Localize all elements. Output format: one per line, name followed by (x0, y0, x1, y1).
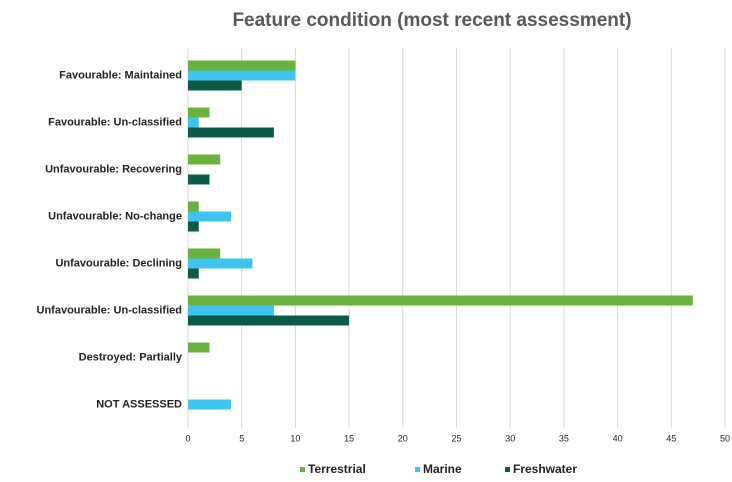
legend-label: Terrestrial (308, 462, 366, 476)
bar (188, 315, 350, 326)
legend-label: Marine (423, 462, 462, 476)
bar (188, 295, 693, 306)
x-tick-label: 10 (290, 433, 300, 443)
chart-title: Feature condition (most recent assessmen… (232, 10, 631, 31)
legend-label: Freshwater (513, 462, 577, 476)
bar (188, 117, 199, 128)
x-tick-label: 25 (451, 433, 461, 443)
bar (188, 154, 221, 165)
bar (188, 342, 210, 353)
bar (188, 174, 210, 185)
y-tick-label: Favourable: Un-classified (48, 116, 182, 128)
bar (188, 70, 296, 81)
bar (188, 258, 253, 269)
bar (188, 60, 296, 71)
bar (188, 201, 199, 212)
x-tick-label: 40 (613, 433, 623, 443)
x-tick-label: 15 (344, 433, 354, 443)
y-tick-label: Unfavourable: Recovering (45, 163, 182, 175)
x-tick-label: 30 (505, 433, 515, 443)
bar (188, 305, 274, 316)
x-tick-label: 35 (559, 433, 569, 443)
bar (188, 107, 210, 118)
bar (188, 80, 242, 91)
y-tick-label: Destroyed: Partially (79, 351, 183, 363)
x-tick-label: 45 (666, 433, 676, 443)
bar (188, 211, 231, 222)
bar (188, 268, 199, 279)
y-tick-label: NOT ASSESSED (96, 398, 182, 410)
y-tick-label: Unfavourable: Un-classified (37, 304, 182, 316)
legend-swatch (300, 467, 305, 472)
bar (188, 248, 221, 259)
legend-swatch (415, 467, 420, 472)
x-tick-label: 20 (398, 433, 408, 443)
bar (188, 221, 199, 232)
y-tick-label: Unfavourable: Declining (55, 257, 182, 269)
x-tick-label: 0 (185, 433, 190, 443)
bar (188, 127, 274, 138)
legend-swatch (505, 467, 510, 472)
x-tick-label: 50 (720, 433, 730, 443)
y-tick-label: Favourable: Maintained (59, 69, 182, 81)
x-tick-label: 5 (239, 433, 244, 443)
bar (188, 399, 231, 410)
y-tick-label: Unfavourable: No-change (48, 210, 182, 222)
